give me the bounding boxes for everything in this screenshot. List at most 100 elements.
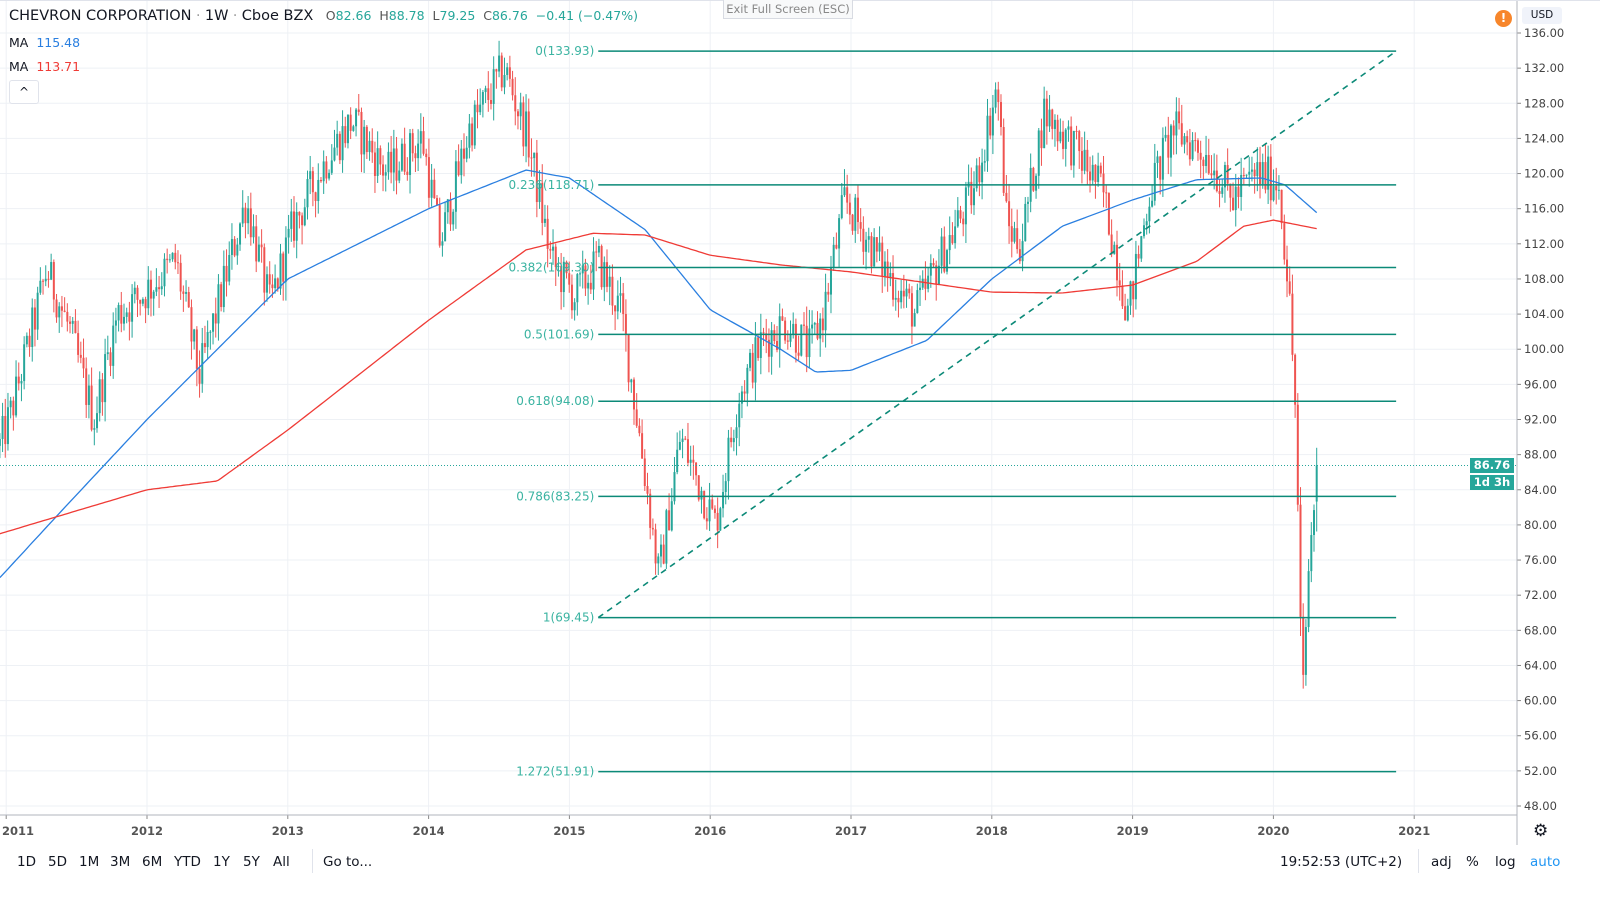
collapse-legend-button[interactable]: ^ (9, 80, 39, 104)
symbol-name[interactable]: CHEVRON CORPORATION (9, 8, 192, 24)
candle (373, 152, 376, 176)
candle (1291, 293, 1294, 355)
candle (606, 262, 609, 287)
candle (730, 437, 733, 443)
range-ytd[interactable]: YTD (174, 854, 201, 870)
candle (1307, 571, 1310, 628)
candle (525, 111, 528, 147)
log-toggle[interactable]: log (1495, 854, 1516, 870)
candle (50, 262, 53, 280)
candle (1207, 154, 1210, 174)
candle (859, 222, 862, 229)
candle (778, 316, 781, 350)
price-chart[interactable]: 48.00 52.00 56.00 60.00 64.00 68.00 72.00 76.00… (0, 0, 1600, 845)
fib-level-label: 0.382(109.30) (509, 261, 595, 275)
candle (786, 340, 789, 342)
adj-toggle[interactable]: adj (1431, 854, 1452, 870)
y-tick-label: 84.00 (1524, 483, 1557, 497)
candle (309, 171, 312, 180)
warning-icon[interactable]: ! (1495, 10, 1512, 27)
candle (1172, 125, 1175, 136)
range-1d[interactable]: 1D (17, 854, 36, 870)
candle (530, 157, 533, 159)
candle (927, 275, 930, 289)
candle (1080, 151, 1083, 171)
candle (90, 385, 93, 430)
candle (603, 262, 606, 288)
candle (924, 278, 927, 289)
y-tick-label: 136.00 (1524, 26, 1564, 40)
candle (4, 415, 7, 445)
y-tick-label: 128.00 (1524, 96, 1564, 110)
high-value: 88.78 (388, 8, 425, 23)
range-6m[interactable]: 6M (142, 854, 163, 870)
candle (31, 307, 34, 348)
candle (489, 99, 492, 104)
fib-level-label: 0(133.93) (535, 44, 594, 58)
candle (112, 325, 115, 366)
y-tick-label: 48.00 (1524, 799, 1557, 813)
clock[interactable]: 19:52:53 (UTC+2) (1280, 854, 1403, 870)
candle (589, 282, 592, 290)
candle (754, 337, 757, 383)
candle (776, 341, 779, 350)
candle (187, 292, 190, 308)
range-1y[interactable]: 1Y (213, 854, 230, 870)
candle (508, 67, 511, 79)
range-1m[interactable]: 1M (79, 854, 100, 870)
candle (562, 261, 565, 293)
candle (230, 239, 233, 255)
candle (74, 320, 77, 334)
percent-toggle[interactable]: % (1466, 854, 1479, 870)
ma-legend-1[interactable]: MA 115.48 (9, 35, 80, 50)
candle (344, 126, 347, 144)
candle (1272, 186, 1275, 201)
candle (274, 278, 277, 289)
candle (789, 334, 792, 342)
candle (125, 312, 128, 317)
candle (60, 306, 63, 311)
candle (1113, 244, 1116, 255)
candle (233, 239, 236, 256)
ma-legend-2[interactable]: MA 113.71 (9, 59, 80, 74)
candle (686, 439, 689, 463)
candle (870, 236, 873, 267)
range-5y[interactable]: 5Y (243, 854, 260, 870)
exit-fullscreen-button[interactable]: Exit Full Screen (ESC) (723, 0, 853, 19)
candle (1226, 165, 1229, 184)
x-tick-label: 2012 (131, 824, 163, 838)
currency-label[interactable]: USD (1522, 7, 1562, 24)
candle (1094, 164, 1097, 182)
range-all[interactable]: All (273, 854, 290, 870)
candle (713, 508, 716, 513)
candle (1013, 228, 1016, 242)
candle (147, 279, 150, 309)
candle (697, 475, 700, 500)
x-tick-label: 2021 (1398, 824, 1430, 838)
candle (1045, 98, 1048, 127)
candle (900, 290, 903, 303)
range-3m[interactable]: 3M (110, 854, 131, 870)
candle (813, 322, 816, 325)
gear-icon[interactable]: ⚙ (1533, 821, 1549, 841)
candle (77, 333, 80, 355)
auto-toggle[interactable]: auto (1530, 854, 1561, 870)
candle (1264, 162, 1267, 190)
candle (919, 287, 922, 291)
candle (848, 202, 851, 215)
candle (392, 148, 395, 173)
divider (312, 849, 313, 873)
candle (104, 354, 107, 403)
candle (349, 114, 352, 131)
candle (627, 334, 630, 383)
candle (457, 161, 460, 176)
candle (436, 198, 439, 206)
candle (1186, 136, 1189, 143)
candle (1194, 140, 1197, 142)
candle (983, 161, 986, 163)
candle (981, 162, 984, 183)
goto-button[interactable]: Go to... (323, 854, 373, 870)
candle (271, 284, 274, 289)
range-5d[interactable]: 5D (48, 854, 67, 870)
candle (1188, 142, 1191, 160)
